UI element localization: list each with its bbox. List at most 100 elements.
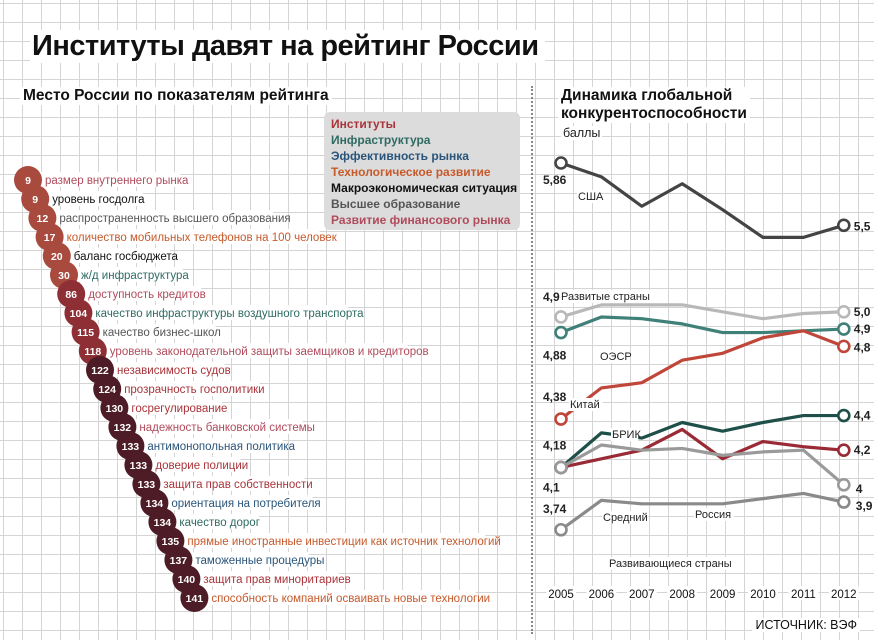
rank-value: 124 <box>98 384 116 396</box>
rank-value: 137 <box>170 555 188 567</box>
rank-value: 135 <box>162 536 180 548</box>
legend-item: Макроэкономическая ситуация <box>331 181 518 195</box>
rankings-list: 9 размер внутреннего рынка 9 уровень госдол… <box>14 166 501 612</box>
ranking-label: прямые иностранные инвестиции как источн… <box>187 536 500 548</box>
rank-value: 134 <box>146 498 164 510</box>
series-line <box>560 303 844 321</box>
series-start-value: 5,86 <box>543 173 567 187</box>
x-tick-label: 2009 <box>710 589 736 601</box>
rank-value: 17 <box>44 232 56 244</box>
ranking-label: качество дорог <box>179 517 260 529</box>
series-endpoint <box>836 218 851 233</box>
series-endpoint <box>554 460 568 475</box>
ranking-label-bg <box>117 381 260 396</box>
rank-circle <box>180 584 209 612</box>
series-endpoint <box>836 322 851 336</box>
series-endpoint <box>836 477 851 492</box>
ranking-label: способность компаний осваивать новые тех… <box>211 593 490 605</box>
ranking-label-bg <box>148 457 241 472</box>
ranking-label-bg <box>88 305 349 320</box>
column-divider <box>531 86 533 634</box>
legend-item: Эффективность рынка <box>331 149 469 163</box>
series-name-bg <box>611 428 639 441</box>
series-line <box>560 329 845 421</box>
series-endpoint <box>554 156 568 170</box>
ranking-label: доступность кредитов <box>88 289 206 301</box>
category-legend: Институты Инфраструктура Эффективность р… <box>324 112 520 230</box>
legend-item: Развитие финансового рынка <box>331 213 511 227</box>
series-endpoint <box>554 412 568 426</box>
series-name-bg <box>560 290 657 303</box>
ranking-label-bg <box>172 514 259 529</box>
legend-item: Инфраструктура <box>331 133 431 147</box>
series-name-bg <box>599 350 627 363</box>
x-tick-bg <box>546 586 576 600</box>
ranking-label: защита прав собственности <box>163 479 312 491</box>
series-name-bg <box>577 190 598 203</box>
series-endpoint <box>836 443 851 457</box>
series-end-value: 4 <box>856 482 863 496</box>
rank-value: 115 <box>77 327 94 339</box>
ranking-label: размер внутреннего рынка <box>45 175 189 187</box>
series-name-label: Средний <box>603 512 648 524</box>
ranking-label-bg <box>38 172 181 187</box>
ranking-label: качество инфраструктуры воздушного транс… <box>95 308 364 320</box>
ranking-label: баланс госбюджета <box>74 251 179 263</box>
x-tick-bg <box>626 586 657 600</box>
series-name-bg <box>608 557 736 570</box>
series-end-value: 5,5 <box>854 219 871 233</box>
series-name-label: Развивающиеся страны <box>609 558 732 570</box>
rank-value: 134 <box>154 517 172 529</box>
ranking-label-bg <box>74 267 183 282</box>
series-name-bg <box>694 508 734 521</box>
series-endpoint <box>836 304 851 319</box>
ranking-label: доверие полиции <box>155 460 248 472</box>
rank-value: 133 <box>130 460 148 472</box>
series-end-value: 4,4 <box>854 409 871 423</box>
ranking-label: уровень законодательной защиты заемщиков… <box>110 346 429 358</box>
legend-item: Институты <box>331 117 396 131</box>
series-endpoint <box>836 339 851 354</box>
x-tick-label: 2011 <box>791 589 816 601</box>
chart-heading-line2: конкурентоспособности <box>561 105 747 122</box>
series-endpoint <box>554 522 568 537</box>
x-tick-label: 2012 <box>831 589 857 601</box>
legend-item: Технологическое развитие <box>331 165 491 179</box>
x-tick-label: 2005 <box>548 589 574 601</box>
series-end-value: 4,2 <box>854 443 871 457</box>
ranking-label-bg <box>110 362 225 377</box>
x-tick-bg <box>586 586 617 600</box>
series-name-bg <box>569 398 603 411</box>
series-name-label: США <box>578 191 604 203</box>
series-line <box>560 427 844 470</box>
rank-value: 140 <box>178 574 196 586</box>
ranking-label: надежность банковской системы <box>139 422 315 434</box>
x-tick-bg <box>707 586 738 600</box>
series-start-value: 4,38 <box>543 390 567 404</box>
rank-value: 141 <box>186 593 204 605</box>
rank-value: 130 <box>106 403 124 415</box>
series-end-value: 4,8 <box>854 340 871 354</box>
ranking-label: уровень госдолга <box>52 194 145 206</box>
x-tick-label: 2008 <box>669 589 695 601</box>
x-tick-label: 2010 <box>750 589 776 601</box>
ranking-label: распространенность высшего образования <box>59 213 290 225</box>
ranking-label-bg <box>102 343 408 358</box>
units-label: баллы <box>561 126 603 140</box>
x-tick-bg <box>828 586 859 600</box>
series-endpoint <box>836 408 851 423</box>
chart-heading-line1: Динамика глобальной <box>561 87 733 104</box>
series-start-value: 3,74 <box>543 502 567 516</box>
ranking-label-bg <box>95 324 216 339</box>
ranking-label: ориентация на потребителя <box>171 498 320 510</box>
ranking-label-bg <box>52 210 274 225</box>
series-name-label: БРИК <box>612 429 641 441</box>
ranking-label: прозрачность госполитики <box>124 384 264 396</box>
series-endpoint <box>554 310 568 324</box>
ranking-label-bg <box>164 495 313 510</box>
series-end-value: 4,9 <box>854 322 871 336</box>
ranking-label-bg <box>196 571 339 586</box>
rank-value: 30 <box>58 270 70 282</box>
